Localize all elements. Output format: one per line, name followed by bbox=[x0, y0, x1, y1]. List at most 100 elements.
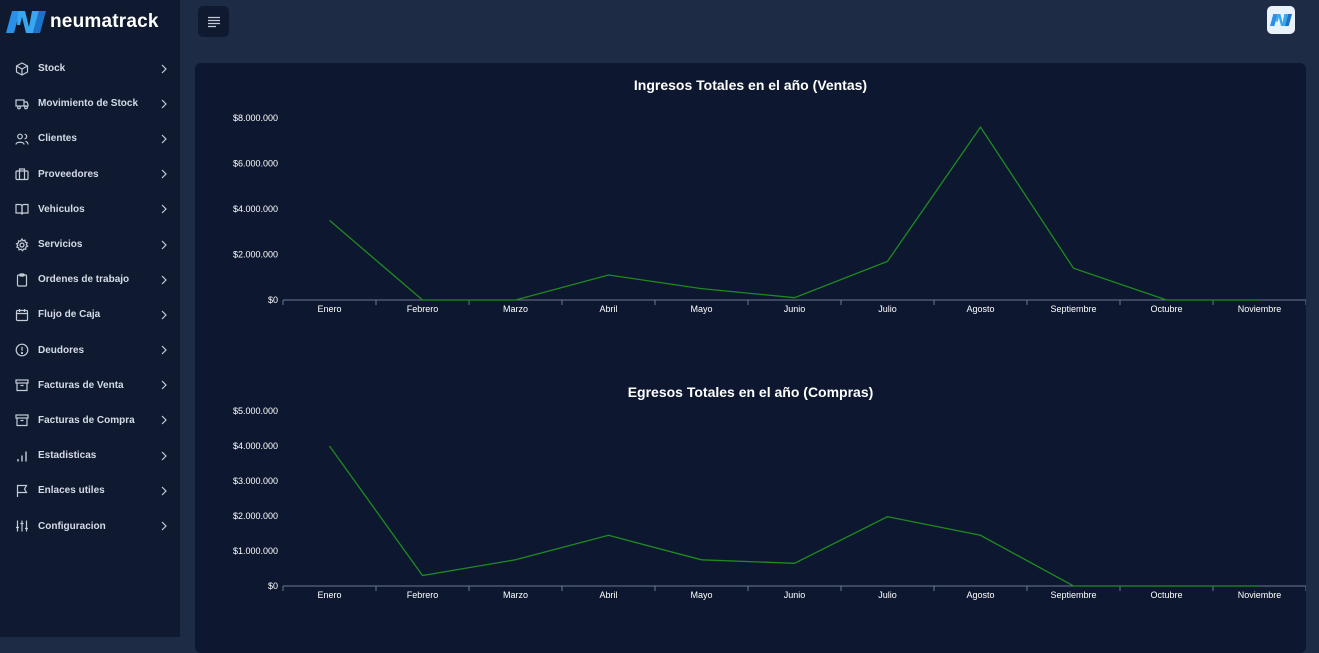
y-tick-label: $6.000.000 bbox=[233, 159, 278, 169]
sidebar-item-label: Ordenes de trabajo bbox=[38, 274, 130, 286]
data-point[interactable] bbox=[606, 272, 612, 278]
x-tick-label: Marzo bbox=[503, 590, 528, 600]
sidebar-item-label: Movimiento de Stock bbox=[38, 98, 139, 110]
sidebar-item-label: Proveedores bbox=[38, 168, 99, 180]
sidebar-item-label: Clientes bbox=[38, 133, 77, 145]
sidebar-item-label: Deudores bbox=[38, 344, 85, 356]
truck-icon bbox=[15, 97, 29, 111]
y-tick-label: $0 bbox=[268, 581, 278, 591]
data-point[interactable] bbox=[1257, 583, 1263, 589]
chevron-right-icon bbox=[160, 345, 168, 355]
data-point[interactable] bbox=[513, 557, 519, 563]
chevron-right-icon bbox=[160, 310, 168, 320]
book-icon bbox=[15, 202, 29, 216]
chevron-right-icon bbox=[160, 275, 168, 285]
archive-icon bbox=[15, 378, 29, 392]
brand[interactable]: neumatrack bbox=[6, 9, 159, 35]
x-tick-label: Abril bbox=[599, 590, 617, 600]
sidebar-item-servicios[interactable]: Servicios bbox=[0, 227, 180, 262]
data-point[interactable] bbox=[1257, 297, 1263, 303]
menu-toggle-button[interactable] bbox=[198, 6, 229, 37]
data-point[interactable] bbox=[327, 443, 333, 449]
x-tick-label: Abril bbox=[599, 304, 617, 314]
briefcase-icon bbox=[15, 167, 29, 181]
brand-name: neumatrack bbox=[50, 11, 159, 32]
x-tick-label: Agosto bbox=[966, 590, 994, 600]
data-point[interactable] bbox=[606, 532, 612, 538]
x-tick-label: Enero bbox=[317, 590, 341, 600]
gear-icon bbox=[15, 237, 29, 252]
sidebar-item-label: Enlaces utiles bbox=[38, 485, 105, 497]
x-tick-label: Julio bbox=[878, 304, 897, 314]
data-point[interactable] bbox=[1071, 583, 1077, 589]
chevron-right-icon bbox=[160, 64, 168, 74]
x-tick-label: Agosto bbox=[966, 304, 994, 314]
sidebar-item-flujo-de-caja[interactable]: Flujo de Caja bbox=[0, 297, 180, 332]
x-tick-label: Septiembre bbox=[1050, 590, 1096, 600]
y-tick-label: $4.000.000 bbox=[233, 441, 278, 451]
sidebar-item-ordenes-de-trabajo[interactable]: Ordenes de trabajo bbox=[0, 262, 180, 297]
y-tick-label: $8.000.000 bbox=[233, 113, 278, 123]
chevron-right-icon bbox=[160, 99, 168, 109]
y-tick-label: $4.000.000 bbox=[233, 204, 278, 214]
data-point[interactable] bbox=[1071, 265, 1077, 271]
data-point[interactable] bbox=[420, 297, 426, 303]
sliders-icon bbox=[15, 519, 29, 533]
data-point[interactable] bbox=[792, 295, 798, 301]
x-tick-label: Noviembre bbox=[1238, 304, 1282, 314]
data-point[interactable] bbox=[978, 124, 984, 130]
charts-card: Ingresos Totales en el año (Ventas) $0 $2… bbox=[195, 63, 1306, 653]
sidebar: neumatrack Stock Movimiento de Stock Cli… bbox=[0, 0, 180, 637]
x-tick-label: Mayo bbox=[690, 304, 712, 314]
y-tick-label: $2.000.000 bbox=[233, 250, 278, 260]
data-point[interactable] bbox=[513, 297, 519, 303]
neumatrack-logo-icon bbox=[6, 11, 46, 33]
x-tick-label: Febrero bbox=[407, 590, 439, 600]
package-icon bbox=[15, 61, 29, 76]
y-tick-label: $0 bbox=[268, 295, 278, 305]
chevron-right-icon bbox=[160, 240, 168, 250]
sidebar-nav: Stock Movimiento de Stock Clientes Prove… bbox=[0, 51, 180, 544]
sidebar-item-proveedores[interactable]: Proveedores bbox=[0, 157, 180, 192]
x-tick-label: Junio bbox=[784, 590, 806, 600]
x-tick-label: Febrero bbox=[407, 304, 439, 314]
sidebar-item-estadisticas[interactable]: Estadisticas bbox=[0, 438, 180, 473]
chevron-right-icon bbox=[160, 521, 168, 531]
y-tick-label: $5.000.000 bbox=[233, 406, 278, 416]
data-point[interactable] bbox=[885, 258, 891, 264]
x-tick-label: Septiembre bbox=[1050, 304, 1096, 314]
data-point[interactable] bbox=[699, 286, 705, 292]
y-tick-label: $1.000.000 bbox=[233, 546, 278, 556]
sidebar-item-label: Stock bbox=[38, 63, 66, 75]
data-point[interactable] bbox=[792, 560, 798, 566]
users-icon bbox=[15, 132, 29, 146]
data-point[interactable] bbox=[978, 532, 984, 538]
sidebar-item-clientes[interactable]: Clientes bbox=[0, 121, 180, 156]
data-point[interactable] bbox=[885, 514, 891, 520]
sidebar-item-stock[interactable]: Stock bbox=[0, 51, 180, 86]
sidebar-item-facturas-de-compra[interactable]: Facturas de Compra bbox=[0, 403, 180, 438]
sidebar-item-label: Vehiculos bbox=[38, 203, 85, 215]
series-line bbox=[328, 445, 1260, 587]
flag-icon bbox=[15, 484, 29, 498]
chart-title-ingresos: Ingresos Totales en el año (Ventas) bbox=[633, 77, 868, 93]
app-logo-button[interactable] bbox=[1267, 6, 1295, 34]
chevron-right-icon bbox=[160, 486, 168, 496]
data-point[interactable] bbox=[699, 557, 705, 563]
sidebar-item-deudores[interactable]: Deudores bbox=[0, 333, 180, 368]
x-tick-label: Octubre bbox=[1150, 590, 1182, 600]
sidebar-item-configuracion[interactable]: Configuracion bbox=[0, 508, 180, 543]
data-point[interactable] bbox=[1164, 297, 1170, 303]
x-tick-label: Enero bbox=[317, 304, 341, 314]
sidebar-item-facturas-de-venta[interactable]: Facturas de Venta bbox=[0, 368, 180, 403]
series-line bbox=[329, 125, 1260, 301]
sidebar-item-movimiento-de-stock[interactable]: Movimiento de Stock bbox=[0, 86, 180, 121]
sidebar-item-enlaces-utiles[interactable]: Enlaces utiles bbox=[0, 473, 180, 508]
data-point[interactable] bbox=[327, 217, 333, 223]
chevron-right-icon bbox=[160, 380, 168, 390]
data-point[interactable] bbox=[420, 573, 426, 579]
sidebar-item-vehiculos[interactable]: Vehiculos bbox=[0, 192, 180, 227]
data-point[interactable] bbox=[1164, 583, 1170, 589]
x-tick-label: Junio bbox=[784, 304, 806, 314]
topbar bbox=[180, 0, 1319, 50]
